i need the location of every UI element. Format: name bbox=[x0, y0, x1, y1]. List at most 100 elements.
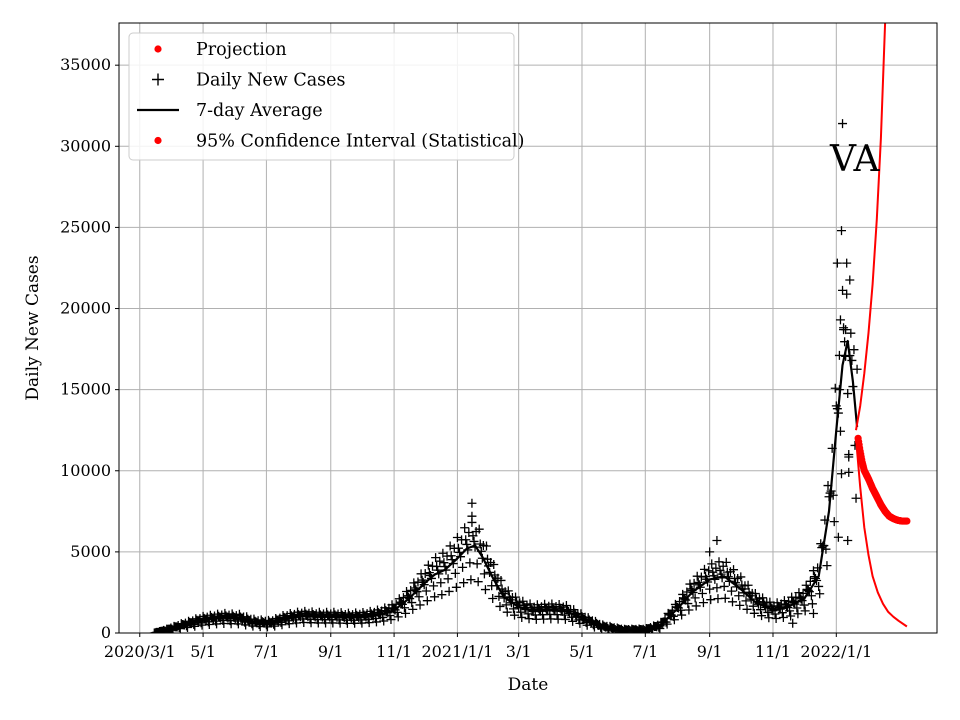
plot-area bbox=[149, 23, 911, 633]
daily-case-marker bbox=[705, 584, 715, 594]
y-axis-label: Daily New Cases bbox=[23, 255, 43, 400]
daily-case-marker bbox=[408, 604, 418, 614]
y-tick-label: 5000 bbox=[70, 542, 111, 561]
daily-case-marker bbox=[445, 541, 455, 551]
daily-case-marker bbox=[481, 541, 491, 551]
y-axis: 0 5000 10000 15000 20000 25000 30000 35000 bbox=[60, 55, 119, 642]
daily-case-marker bbox=[435, 556, 445, 566]
daily-case-marker bbox=[844, 450, 854, 460]
daily-case-marker bbox=[458, 562, 468, 572]
legend-label: Daily New Cases bbox=[196, 71, 345, 91]
daily-case-marker bbox=[757, 611, 767, 621]
daily-case-marker bbox=[510, 610, 520, 620]
daily-case-marker bbox=[422, 596, 432, 606]
daily-case-marker bbox=[575, 618, 585, 628]
daily-case-marker bbox=[479, 569, 489, 579]
daily-case-marker bbox=[699, 564, 709, 574]
daily-case-marker bbox=[560, 614, 570, 624]
daily-case-marker bbox=[721, 557, 731, 567]
daily-case-marker bbox=[798, 588, 808, 598]
daily-case-marker bbox=[683, 599, 693, 609]
daily-case-marker bbox=[720, 593, 730, 603]
daily-case-marker bbox=[407, 598, 417, 608]
daily-case-marker bbox=[704, 566, 714, 576]
daily-case-marker bbox=[466, 575, 476, 585]
daily-case-marker bbox=[284, 619, 294, 629]
daily-case-marker bbox=[834, 350, 844, 360]
daily-case-marker bbox=[778, 612, 788, 622]
daily-case-marker bbox=[453, 543, 463, 553]
daily-case-marker bbox=[842, 258, 852, 268]
daily-case-marker bbox=[417, 575, 427, 585]
daily-case-marker bbox=[489, 559, 499, 569]
legend-label: 7-day Average bbox=[196, 101, 323, 121]
daily-case-marker bbox=[451, 582, 461, 592]
daily-case-marker bbox=[734, 591, 744, 601]
daily-case-marker bbox=[684, 605, 694, 615]
daily-case-marker bbox=[495, 601, 505, 611]
daily-case-marker bbox=[437, 590, 447, 600]
y-tick-label: 0 bbox=[101, 623, 111, 642]
daily-case-marker bbox=[741, 596, 751, 606]
daily-case-marker bbox=[402, 586, 412, 596]
daily-case-marker bbox=[472, 559, 482, 569]
y-tick-label: 20000 bbox=[60, 299, 111, 318]
daily-case-marker bbox=[568, 616, 578, 626]
daily-case-marker bbox=[849, 345, 859, 355]
daily-case-marker bbox=[843, 536, 853, 546]
daily-case-marker bbox=[742, 604, 752, 614]
daily-case-marker bbox=[392, 607, 402, 617]
daily-case-marker bbox=[719, 581, 729, 591]
daily-case-marker bbox=[467, 498, 477, 508]
daily-case-marker bbox=[488, 594, 498, 604]
daily-case-marker bbox=[835, 315, 845, 325]
daily-case-marker bbox=[689, 578, 699, 588]
legend-box bbox=[128, 32, 515, 161]
daily-case-marker bbox=[712, 583, 722, 593]
daily-case-marker bbox=[852, 364, 862, 374]
daily-case-marker bbox=[270, 621, 280, 631]
daily-case-marker bbox=[779, 596, 789, 606]
daily-case-marker bbox=[460, 523, 470, 533]
daily-case-marker bbox=[764, 613, 774, 623]
daily-case-marker bbox=[393, 612, 403, 622]
daily-case-marker bbox=[771, 613, 781, 623]
daily-case-marker bbox=[785, 606, 795, 616]
daily-case-marker bbox=[845, 275, 855, 285]
daily-case-marker bbox=[430, 592, 440, 602]
daily-case-marker bbox=[669, 615, 679, 625]
daily-case-marker bbox=[518, 596, 528, 606]
daily-case-marker bbox=[461, 535, 471, 545]
daily-case-marker bbox=[371, 617, 381, 627]
daily-case-marker bbox=[414, 592, 424, 602]
daily-case-marker bbox=[662, 619, 672, 629]
daily-case-marker bbox=[436, 578, 446, 588]
x-tick-label: 2021/1/1 bbox=[421, 642, 493, 661]
daily-case-marker bbox=[277, 620, 287, 630]
daily-case-marker bbox=[788, 618, 798, 628]
daily-case-marker bbox=[743, 580, 753, 590]
daily-case-marker bbox=[705, 547, 715, 557]
daily-case-marker bbox=[814, 581, 824, 591]
legend-plus-marker bbox=[152, 73, 164, 86]
projection-dot bbox=[903, 517, 911, 525]
x-tick-label: 11/1 bbox=[755, 642, 791, 661]
y-tick-label: 35000 bbox=[60, 55, 111, 74]
legend-dot-marker bbox=[154, 45, 162, 53]
daily-case-marker bbox=[846, 328, 856, 338]
daily-case-marker bbox=[763, 607, 773, 617]
x-tick-label: 5/1 bbox=[190, 642, 216, 661]
x-tick-label: 2022/1/1 bbox=[800, 642, 872, 661]
daily-case-marker bbox=[503, 586, 513, 596]
daily-case-marker bbox=[685, 579, 695, 589]
plot-content bbox=[149, 23, 911, 633]
daily-case-marker bbox=[786, 611, 796, 621]
daily-case-marker bbox=[233, 619, 243, 629]
daily-case-marker bbox=[399, 603, 409, 613]
daily-case-marker bbox=[465, 558, 475, 568]
daily-case-marker bbox=[750, 589, 760, 599]
daily-case-marker bbox=[480, 585, 490, 595]
daily-case-marker bbox=[450, 568, 460, 578]
daily-case-marker bbox=[149, 628, 159, 633]
x-tick-label: 9/1 bbox=[697, 642, 723, 661]
